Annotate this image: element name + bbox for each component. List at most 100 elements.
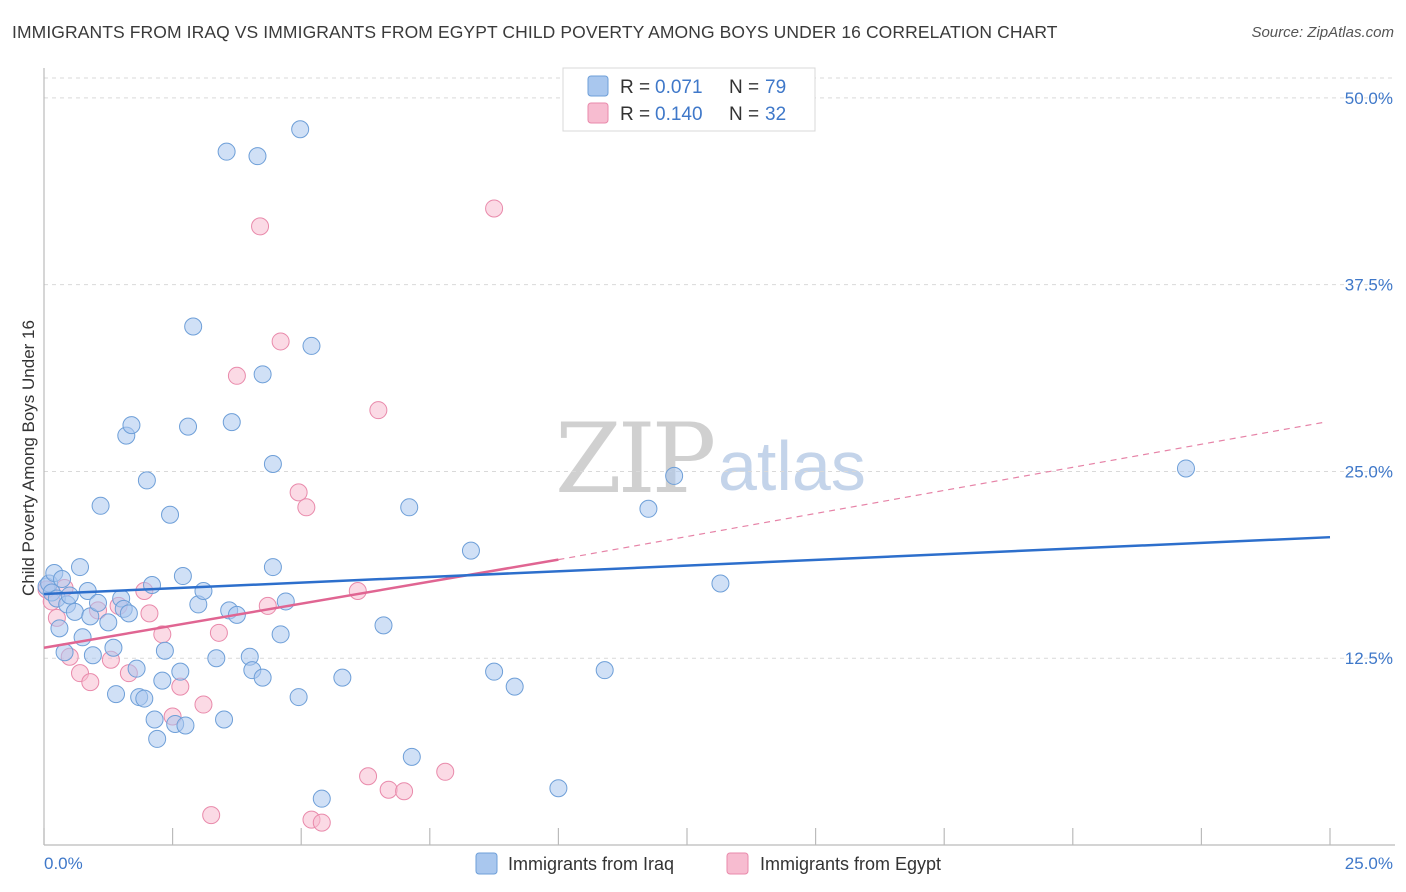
iraq-point-72 — [639, 499, 658, 518]
iraq-point-62 — [312, 789, 331, 808]
iraq-point-15 — [83, 646, 102, 665]
legend-n-label-egypt: N = — [729, 104, 759, 125]
y-axis-label: Child Poverty Among Boys Under 16 — [19, 320, 38, 596]
iraq-point-54 — [253, 668, 272, 687]
iraq-point-61 — [302, 336, 321, 355]
correlation-legend: R = 0.071 N = 79 R = 0.140 N = 32 — [562, 67, 816, 132]
x-tick-label-1: 25.0% — [1345, 854, 1393, 873]
iraq-point-9 — [60, 586, 79, 605]
bottom-legend-swatch-iraq — [475, 852, 498, 875]
iraq-point-56 — [263, 558, 282, 577]
egypt-point-20 — [251, 217, 270, 236]
iraq-point-41 — [184, 317, 203, 336]
egypt-point-21 — [258, 596, 277, 615]
series-legend: Immigrants from Iraq Immigrants from Egy… — [475, 852, 941, 875]
iraq-point-55 — [263, 454, 282, 473]
egypt-point-18 — [209, 623, 228, 642]
iraq-point-48 — [222, 413, 241, 432]
iraq-point-45 — [215, 710, 234, 729]
x-tick-label-0: 0.0% — [44, 854, 83, 873]
iraq-point-29 — [137, 471, 156, 490]
bottom-legend-label-egypt: Immigrants from Egypt — [760, 854, 941, 874]
iraq-point-37 — [171, 662, 190, 681]
gridlines — [44, 77, 1395, 659]
iraq-points — [37, 120, 1195, 808]
bottom-legend-label-iraq: Immigrants from Iraq — [508, 854, 674, 874]
iraq-point-74 — [711, 574, 730, 593]
egypt-point-31 — [395, 782, 414, 801]
egypt-point-30 — [379, 780, 398, 799]
iraq-point-75 — [1176, 459, 1195, 478]
iraq-point-73 — [665, 466, 684, 485]
egypt-point-17 — [202, 806, 221, 825]
iraq-point-32 — [148, 729, 167, 748]
iraq-point-52 — [248, 147, 267, 166]
legend-n-label-iraq: N = — [729, 77, 759, 98]
egypt-point-27 — [348, 581, 367, 600]
iraq-point-70 — [549, 779, 568, 798]
egypt-trend-extension — [558, 421, 1325, 561]
egypt-points — [37, 199, 504, 832]
iraq-point-38 — [173, 567, 192, 586]
iraq-point-63 — [333, 668, 352, 687]
x-axis-ticks — [43, 828, 1331, 845]
iraq-point-40 — [179, 417, 198, 436]
y-tick-label-2: 37.5% — [1345, 276, 1393, 295]
legend-n-value-egypt: 32 — [765, 104, 786, 125]
chart-title: IMMIGRANTS FROM IRAQ VS IMMIGRANTS FROM … — [12, 22, 1058, 42]
y-axis-tick-labels: 12.5% 25.0% 37.5% 50.0% — [1345, 89, 1393, 668]
iraq-point-20 — [107, 685, 126, 704]
iraq-point-26 — [127, 659, 146, 678]
watermark-atlas: atlas — [718, 427, 866, 505]
trend-lines — [43, 421, 1331, 649]
egypt-point-19 — [227, 366, 246, 385]
iraq-point-60 — [291, 120, 310, 139]
iraq-point-44 — [207, 649, 226, 668]
iraq-point-5 — [50, 619, 69, 638]
egypt-point-26 — [312, 813, 331, 832]
iraq-point-57 — [271, 625, 290, 644]
iraq-point-16 — [89, 593, 108, 612]
y-tick-label-0: 12.5% — [1345, 649, 1393, 668]
iraq-point-14 — [81, 607, 100, 626]
iraq-point-6 — [53, 570, 72, 589]
source-label: Source: ZipAtlas.com — [1251, 24, 1394, 41]
iraq-point-46 — [217, 142, 236, 161]
iraq-point-69 — [505, 677, 524, 696]
bottom-legend-swatch-egypt — [726, 852, 749, 875]
iraq-point-35 — [161, 505, 180, 524]
legend-r-value-iraq: 0.071 — [655, 77, 703, 98]
iraq-point-28 — [135, 689, 154, 708]
legend-swatch-egypt — [587, 102, 609, 124]
egypt-point-22 — [271, 332, 290, 351]
iraq-point-53 — [253, 365, 272, 384]
egypt-point-32 — [436, 762, 455, 781]
iraq-point-25 — [122, 416, 141, 435]
legend-r-label-egypt: R = — [620, 104, 650, 125]
legend-swatch-iraq — [587, 75, 609, 97]
iraq-trend-line — [43, 535, 1331, 596]
egypt-point-28 — [359, 767, 378, 786]
x-axis-tick-labels: 0.0% 25.0% — [44, 854, 1393, 873]
egypt-point-29 — [369, 401, 388, 420]
watermark-zip: ZIP — [555, 403, 714, 515]
y-tick-label-1: 25.0% — [1345, 462, 1393, 481]
iraq-point-33 — [153, 671, 172, 690]
egypt-point-6 — [81, 673, 100, 692]
legend-n-value-iraq: 79 — [765, 77, 786, 98]
egypt-point-12 — [140, 604, 159, 623]
iraq-point-17 — [91, 496, 110, 515]
iraq-point-59 — [289, 688, 308, 707]
iraq-point-34 — [155, 641, 174, 660]
iraq-point-65 — [400, 498, 419, 517]
iraq-point-64 — [374, 616, 393, 635]
egypt-point-23 — [289, 483, 308, 502]
legend-r-value-egypt: 0.140 — [655, 104, 703, 125]
egypt-point-24 — [297, 498, 316, 517]
legend-r-label-iraq: R = — [620, 77, 650, 98]
egypt-point-33 — [485, 199, 504, 218]
iraq-point-24 — [119, 604, 138, 623]
iraq-point-19 — [104, 638, 123, 657]
y-tick-label-3: 50.0% — [1345, 89, 1393, 108]
